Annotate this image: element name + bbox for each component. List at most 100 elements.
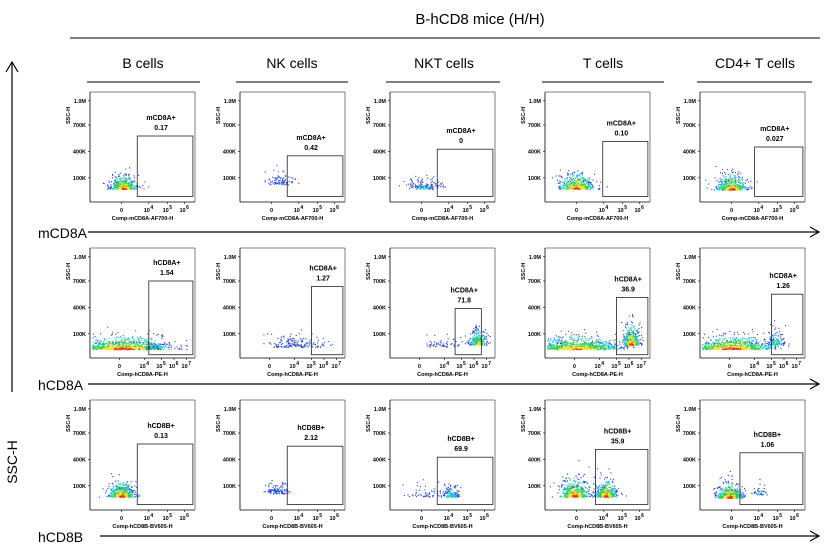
- scatter-point: [566, 185, 568, 187]
- scatter-point: [629, 341, 631, 343]
- scatter-point: [709, 349, 711, 351]
- scatter-point: [283, 184, 285, 186]
- scatter-point: [592, 187, 594, 189]
- scatter-point: [592, 179, 594, 181]
- scatter-point: [297, 343, 299, 345]
- scatter-point: [620, 347, 622, 349]
- scatter-point: [567, 181, 569, 183]
- scatter-point: [330, 344, 332, 346]
- scatter-point: [574, 183, 576, 185]
- scatter-point: [627, 343, 629, 345]
- scatter-point: [96, 348, 98, 350]
- scatter-point: [127, 186, 129, 188]
- scatter-point: [606, 346, 608, 348]
- scatter-point: [619, 343, 621, 345]
- scatter-point: [607, 345, 609, 347]
- scatter-point: [629, 342, 631, 344]
- scatter-point: [747, 347, 749, 349]
- scatter-point: [473, 340, 475, 342]
- scatter-point: [264, 180, 266, 182]
- scatter-point: [566, 179, 568, 181]
- scatter-point: [102, 346, 104, 348]
- scatter-point: [453, 338, 455, 340]
- scatter-point: [290, 176, 292, 178]
- scatter-point: [473, 332, 475, 334]
- scatter-point: [431, 177, 433, 179]
- scatter-point: [106, 343, 108, 345]
- scatter-point: [565, 342, 567, 344]
- scatter-point: [562, 348, 564, 350]
- scatter-point: [636, 330, 638, 332]
- scatter-point: [92, 348, 94, 350]
- scatter-point: [145, 340, 147, 342]
- scatter-point: [299, 338, 301, 340]
- scatter-point: [119, 349, 121, 351]
- scatter-point: [756, 181, 758, 183]
- scatter-point: [574, 186, 576, 188]
- x-tick-label: 10: [144, 208, 150, 214]
- scatter-point: [723, 188, 725, 190]
- scatter-point: [586, 180, 588, 182]
- scatter-point: [588, 340, 590, 342]
- scatter-point: [477, 340, 479, 342]
- scatter-point: [559, 340, 561, 342]
- scatter-point: [121, 339, 123, 341]
- scatter-point: [263, 334, 265, 336]
- scatter-point: [145, 349, 147, 351]
- scatter-point: [638, 335, 640, 337]
- scatter-point: [158, 349, 160, 351]
- scatter-point: [580, 187, 582, 189]
- scatter-point: [271, 180, 273, 182]
- scatter-point: [176, 346, 178, 348]
- scatter-point: [477, 339, 479, 341]
- scatter-point: [95, 339, 97, 341]
- scatter-point: [717, 184, 719, 186]
- scatter-point: [614, 344, 616, 346]
- scatter-point: [716, 344, 718, 346]
- scatter-point: [732, 182, 734, 184]
- scatter-point: [149, 344, 151, 346]
- scatter-point: [579, 348, 581, 350]
- scatter-point: [476, 333, 478, 335]
- scatter-point: [146, 345, 148, 347]
- scatter-point: [295, 344, 297, 346]
- scatter-point: [567, 347, 569, 349]
- scatter-point: [295, 178, 297, 180]
- scatter-point: [585, 186, 587, 188]
- scatter-point: [748, 347, 750, 349]
- gate-name: hCD8A+: [614, 277, 641, 284]
- y-tick-label: 700K: [683, 123, 696, 129]
- scatter-point: [555, 341, 557, 343]
- scatter-point: [588, 188, 590, 190]
- scatter-point: [748, 181, 750, 183]
- scatter-point: [282, 335, 284, 337]
- scatter-point: [566, 346, 568, 348]
- scatter-point: [560, 181, 562, 183]
- scatter-point: [630, 339, 632, 341]
- scatter-point: [113, 349, 115, 351]
- scatter-point: [435, 184, 437, 186]
- scatter-point: [124, 188, 126, 190]
- scatter-point: [729, 330, 731, 332]
- scatter-point: [117, 336, 119, 338]
- scatter-point: [455, 341, 457, 343]
- y-tick-label: 1.0M: [684, 255, 697, 261]
- scatter-point: [286, 341, 288, 343]
- scatter-point: [578, 335, 580, 337]
- scatter-point: [92, 337, 94, 339]
- scatter-point: [136, 347, 138, 349]
- scatter-point: [115, 340, 117, 342]
- scatter-point: [707, 337, 709, 339]
- scatter-point: [168, 342, 170, 344]
- scatter-point: [626, 323, 628, 325]
- scatter-point: [741, 178, 743, 180]
- scatter-point: [125, 347, 127, 349]
- scatter-point: [134, 177, 136, 179]
- scatter-point: [571, 347, 573, 349]
- scatter-point: [135, 348, 137, 350]
- scatter-point: [566, 340, 568, 342]
- scatter-point: [312, 343, 314, 345]
- scatter-point: [775, 347, 777, 349]
- scatter-point: [592, 348, 594, 350]
- scatter-point: [174, 347, 176, 349]
